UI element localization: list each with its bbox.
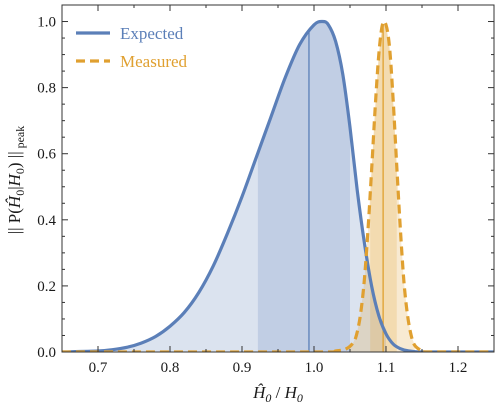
y-axis-label: || P(Ĥ0|H0) || peak — [5, 126, 27, 235]
series-line-measured — [62, 19, 494, 352]
legend-entry-expected: Expected — [76, 24, 184, 43]
y-tick-label: 0.4 — [37, 213, 56, 229]
x-tick-label: 0.9 — [233, 360, 252, 376]
legend: Expected Measured — [76, 24, 188, 71]
series-line-expected — [62, 19, 494, 352]
y-axis-ticks: 0.0 0.2 0.4 0.6 0.8 1.0 — [37, 15, 494, 361]
shaded-regions — [62, 21, 415, 352]
shaded-band-expected-0 — [62, 153, 258, 352]
legend-label-measured: Measured — [120, 52, 188, 71]
x-tick-label: 0.7 — [89, 360, 108, 376]
y-tick-label: 0.8 — [37, 81, 56, 97]
shaded-band-expected-1 — [257, 21, 350, 352]
shaded-band-expected-2 — [350, 127, 386, 352]
y-tick-label: 0.2 — [37, 279, 56, 295]
y-tick-label: 0.0 — [37, 345, 56, 361]
shaded-band-measured-0 — [350, 194, 371, 352]
x-tick-label: 0.8 — [161, 360, 180, 376]
series-curves — [62, 19, 494, 352]
y-tick-label: 1.0 — [37, 15, 56, 31]
legend-entry-measured: Measured — [76, 52, 188, 71]
x-axis-ticks: 0.7 0.8 0.9 1.0 1.1 1.2 — [61, 5, 495, 376]
y-tick-label: 0.6 — [37, 147, 56, 163]
shaded-band-measured-2 — [396, 166, 415, 352]
x-tick-label: 1.2 — [449, 360, 468, 376]
x-tick-label: 1.0 — [305, 360, 324, 376]
x-tick-label: 1.1 — [377, 360, 396, 376]
x-axis-label: Ĥ0 / H0 — [252, 383, 303, 405]
legend-label-expected: Expected — [120, 24, 184, 43]
